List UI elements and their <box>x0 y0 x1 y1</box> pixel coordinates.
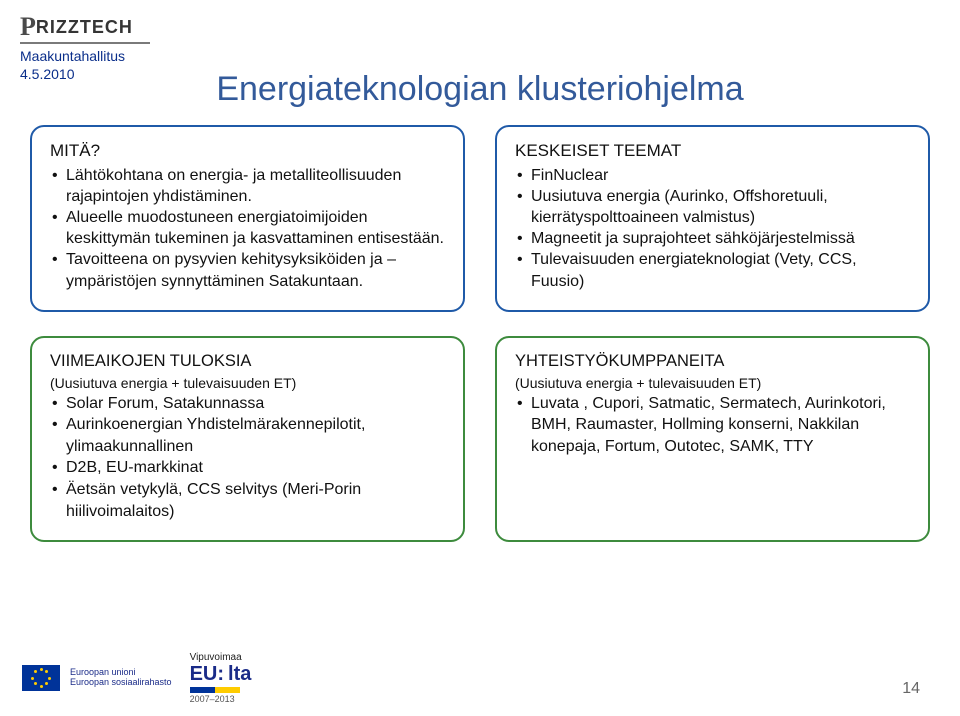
page-number: 14 <box>902 680 920 698</box>
eu-text-line2: Euroopan sosiaalirahasto <box>70 678 172 688</box>
box-partners-label: YHTEISTYÖKUMPPANEITA <box>515 352 910 371</box>
vipu-top: Vipuvoimaa <box>190 652 252 663</box>
logo-letter: P <box>20 12 36 42</box>
box-what: MITÄ? Lähtökohtana on energia- ja metall… <box>30 125 465 312</box>
list-item: Lähtökohtana on energia- ja metalliteoll… <box>50 165 445 207</box>
list-item: FinNuclear <box>515 165 910 186</box>
logo-rest: RIZZTECH <box>36 17 133 38</box>
list-item: Aurinkoenergian Yhdistelmärakennepilotit… <box>50 414 445 457</box>
box-partners: YHTEISTYÖKUMPPANEITA (Uusiutuva energia … <box>495 336 930 543</box>
box-what-label: MITÄ? <box>50 141 445 161</box>
box-themes-label: KESKEISET TEEMAT <box>515 141 910 161</box>
box-results-list: Solar Forum, Satakunnassa Aurinkoenergia… <box>50 393 445 523</box>
vipu-bar-icon <box>190 687 240 693</box>
list-item: Äetsän vetykylä, CCS selvitys (Meri-Pori… <box>50 479 445 522</box>
list-item: Luvata , Cupori, Satmatic, Sermatech, Au… <box>515 393 910 458</box>
box-results-subtitle: (Uusiutuva energia + tulevaisuuden ET) <box>50 375 445 391</box>
vipu-years: 2007–2013 <box>190 694 252 704</box>
prizztech-logo: P RIZZTECH <box>20 12 150 42</box>
list-item: Tulevaisuuden energiateknologiat (Vety, … <box>515 249 910 291</box>
list-item: Solar Forum, Satakunnassa <box>50 393 445 415</box>
slide-page: P RIZZTECH Maakuntahallitus 4.5.2010 Ene… <box>0 0 960 716</box>
box-results-label: VIIMEAIKOJEN TULOKSIA <box>50 352 445 371</box>
box-partners-list: Luvata , Cupori, Satmatic, Sermatech, Au… <box>515 393 910 458</box>
list-item: Magneetit ja suprajohteet sähköjärjestel… <box>515 228 910 249</box>
eu-flag-icon <box>22 665 60 691</box>
boxes-grid: MITÄ? Lähtökohtana on energia- ja metall… <box>30 125 930 542</box>
eu-text: Euroopan unioni Euroopan sosiaalirahasto <box>70 668 172 688</box>
eu-stars-ring <box>31 668 51 688</box>
logo-underline <box>20 42 150 44</box>
box-themes-list: FinNuclear Uusiutuva energia (Aurinko, O… <box>515 165 910 292</box>
vipu-lta: lta <box>228 663 251 686</box>
vipu-main: EU:lta <box>190 663 252 686</box>
footer: Euroopan unioni Euroopan sosiaalirahasto… <box>22 652 251 704</box>
list-item: Alueelle muodostuneen energiatoimijoiden… <box>50 207 445 249</box>
box-themes: KESKEISET TEEMAT FinNuclear Uusiutuva en… <box>495 125 930 312</box>
list-item: Uusiutuva energia (Aurinko, Offshoretuul… <box>515 186 910 228</box>
list-item: D2B, EU-markkinat <box>50 457 445 479</box>
list-item: Tavoitteena on pysyvien kehitysyksiköide… <box>50 249 445 291</box>
box-results: VIIMEAIKOJEN TULOKSIA (Uusiutuva energia… <box>30 336 465 543</box>
page-title: Energiateknologian klusteriohjelma <box>0 70 960 109</box>
subheader-line1: Maakuntahallitus <box>20 48 150 66</box>
box-what-list: Lähtökohtana on energia- ja metalliteoll… <box>50 165 445 292</box>
vipu-eu: EU: <box>190 663 224 686</box>
box-partners-subtitle: (Uusiutuva energia + tulevaisuuden ET) <box>515 375 910 391</box>
vipuvoimaa-logo: Vipuvoimaa EU:lta 2007–2013 <box>190 652 252 704</box>
